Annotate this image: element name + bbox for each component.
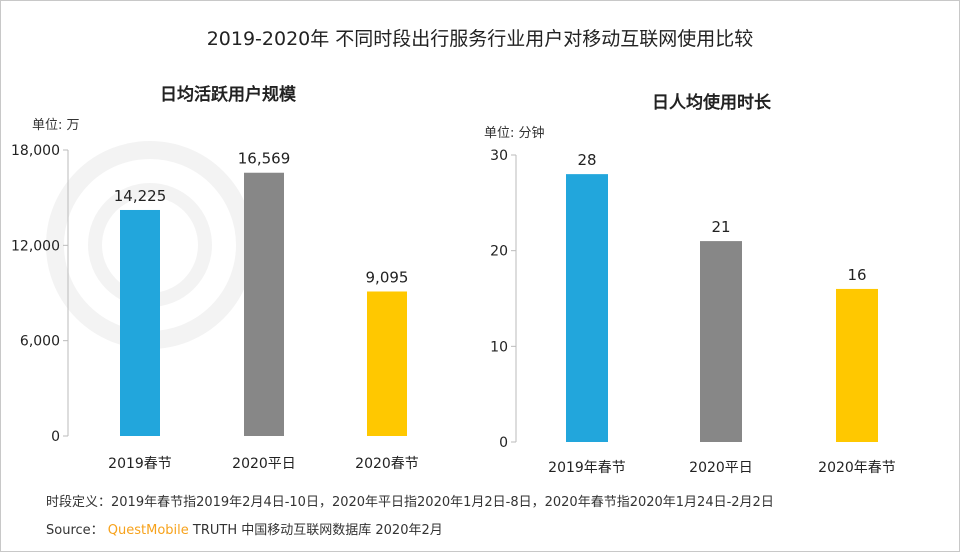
data-label: 9,095: [366, 268, 409, 286]
y-tick-label: 18,000: [11, 143, 60, 159]
y-tick-label: 12,000: [11, 238, 60, 254]
y-tick-label: 20: [490, 244, 508, 260]
source-note: Source： QuestMobile TRUTH 中国移动互联网数据库 202…: [46, 519, 443, 538]
page-title: 2019-2020年 不同时段出行服务行业用户对移动互联网使用比较: [206, 28, 754, 50]
category-label: 2019春节: [108, 456, 172, 472]
category-label: 2020春节: [355, 456, 419, 472]
y-tick-label: 6,000: [20, 334, 60, 350]
data-label: 28: [577, 151, 596, 169]
data-label: 16: [847, 266, 866, 284]
bar: [120, 209, 160, 436]
category-label: 2020年春节: [818, 460, 896, 476]
bar: [244, 172, 284, 436]
chart-title-dau: 日均活跃用户规模: [160, 85, 296, 105]
chart-title-duration: 日人均使用时长: [652, 93, 771, 113]
y-tick-label: 0: [51, 429, 60, 445]
category-label: 2020平日: [689, 460, 753, 476]
unit-left: 单位: 万: [32, 118, 80, 133]
bar: [566, 174, 608, 442]
y-tick-label: 30: [490, 148, 508, 164]
y-tick-label: 0: [499, 435, 508, 451]
unit-right: 单位: 分钟: [484, 126, 545, 141]
data-label: 14,225: [114, 187, 167, 205]
data-label: 16,569: [238, 150, 291, 168]
data-label: 21: [711, 218, 730, 236]
bar: [836, 288, 878, 442]
bar: [700, 241, 742, 442]
bar: [367, 291, 407, 436]
y-tick-label: 10: [490, 339, 508, 355]
category-label: 2019年春节: [548, 460, 626, 476]
source-text: TRUTH 中国移动互联网数据库 2020年2月: [192, 523, 443, 538]
source-label: Source：: [46, 523, 104, 538]
category-label: 2020平日: [232, 456, 296, 472]
definition-note: 时段定义：2019年春节指2019年2月4日-10日，2020年平日指2020年…: [46, 495, 774, 510]
source-brand: QuestMobile: [107, 523, 189, 538]
